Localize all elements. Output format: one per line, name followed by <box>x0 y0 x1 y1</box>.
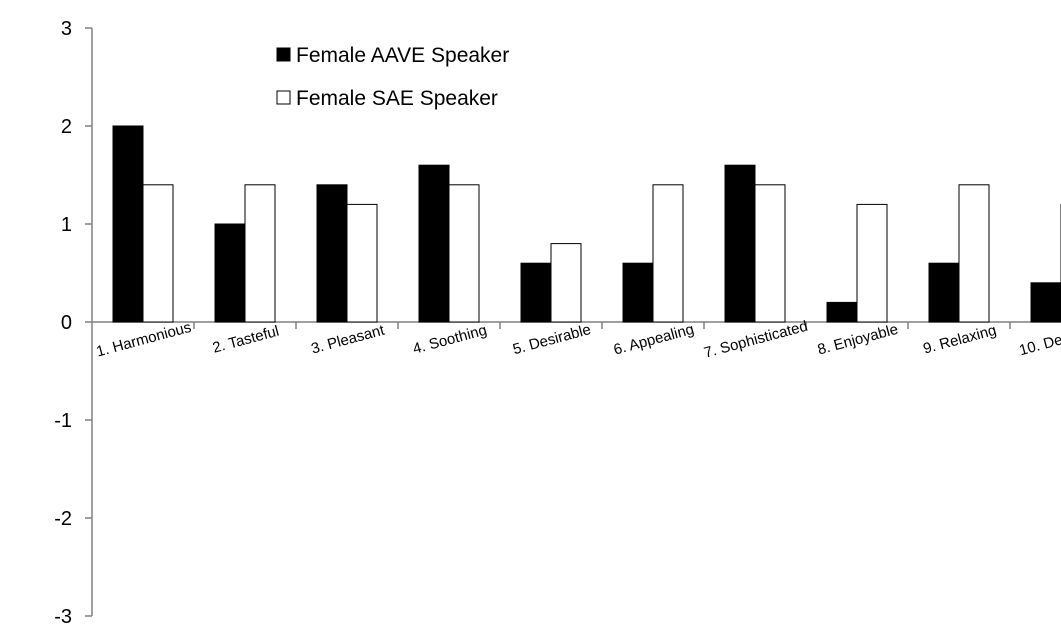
y-tick-label: -2 <box>54 508 72 530</box>
x-category-label: 5. Desirable <box>511 321 593 358</box>
legend-swatch-aave <box>276 47 291 62</box>
y-tick-label: 3 <box>61 18 72 40</box>
bar-sae <box>142 184 174 323</box>
bar-sae <box>652 184 684 323</box>
y-tick-label: 1 <box>61 214 72 236</box>
bar-sae <box>448 184 480 323</box>
bar-sae <box>244 184 276 323</box>
legend: Female AAVE Speaker Female SAE Speaker <box>276 44 509 110</box>
bar-aave <box>112 125 144 323</box>
bar-aave <box>316 184 348 323</box>
bar-aave <box>724 164 756 323</box>
x-category-label: 4. Soothing <box>411 322 489 358</box>
bar-sae <box>958 184 990 323</box>
bar-aave <box>520 262 552 323</box>
x-category-label: 3. Pleasant <box>309 322 387 358</box>
bar-aave <box>214 223 246 323</box>
bar-aave <box>826 301 858 323</box>
x-category-label: 8. Enjoyable <box>816 321 900 359</box>
x-category-label: 2. Tasteful <box>211 323 281 357</box>
y-axis: -3 -2 -1 0 1 2 3 <box>54 18 93 624</box>
bar-sae <box>550 243 582 323</box>
bar-sae <box>346 203 378 323</box>
bar-aave <box>622 262 654 323</box>
x-axis: 1. Harmonious 2. Tasteful 3. Pleasant 4. So… <box>92 318 1061 362</box>
legend-label-sae: Female SAE Speaker <box>296 87 498 110</box>
x-category-label: 7. Sophisticated <box>702 318 810 362</box>
bar-aave <box>928 262 960 323</box>
bar-sae <box>754 184 786 323</box>
bar-sae <box>856 203 888 323</box>
x-category-label: 6. Appealing <box>612 321 696 359</box>
y-tick-label: -3 <box>54 606 72 624</box>
bar-aave <box>418 164 450 323</box>
legend-label-aave: Female AAVE Speaker <box>296 44 509 67</box>
legend-swatch-sae <box>276 90 291 105</box>
y-tick-label: 0 <box>61 312 72 334</box>
bars <box>112 125 1061 323</box>
x-category-label: 1. Harmonious <box>95 319 194 361</box>
x-category-label: 10. Delightful <box>1017 320 1061 359</box>
x-category-label: 9. Relaxing <box>921 322 998 358</box>
y-tick-label: 2 <box>61 116 72 138</box>
bar-aave <box>1030 282 1061 323</box>
y-tick-label: -1 <box>54 410 72 432</box>
